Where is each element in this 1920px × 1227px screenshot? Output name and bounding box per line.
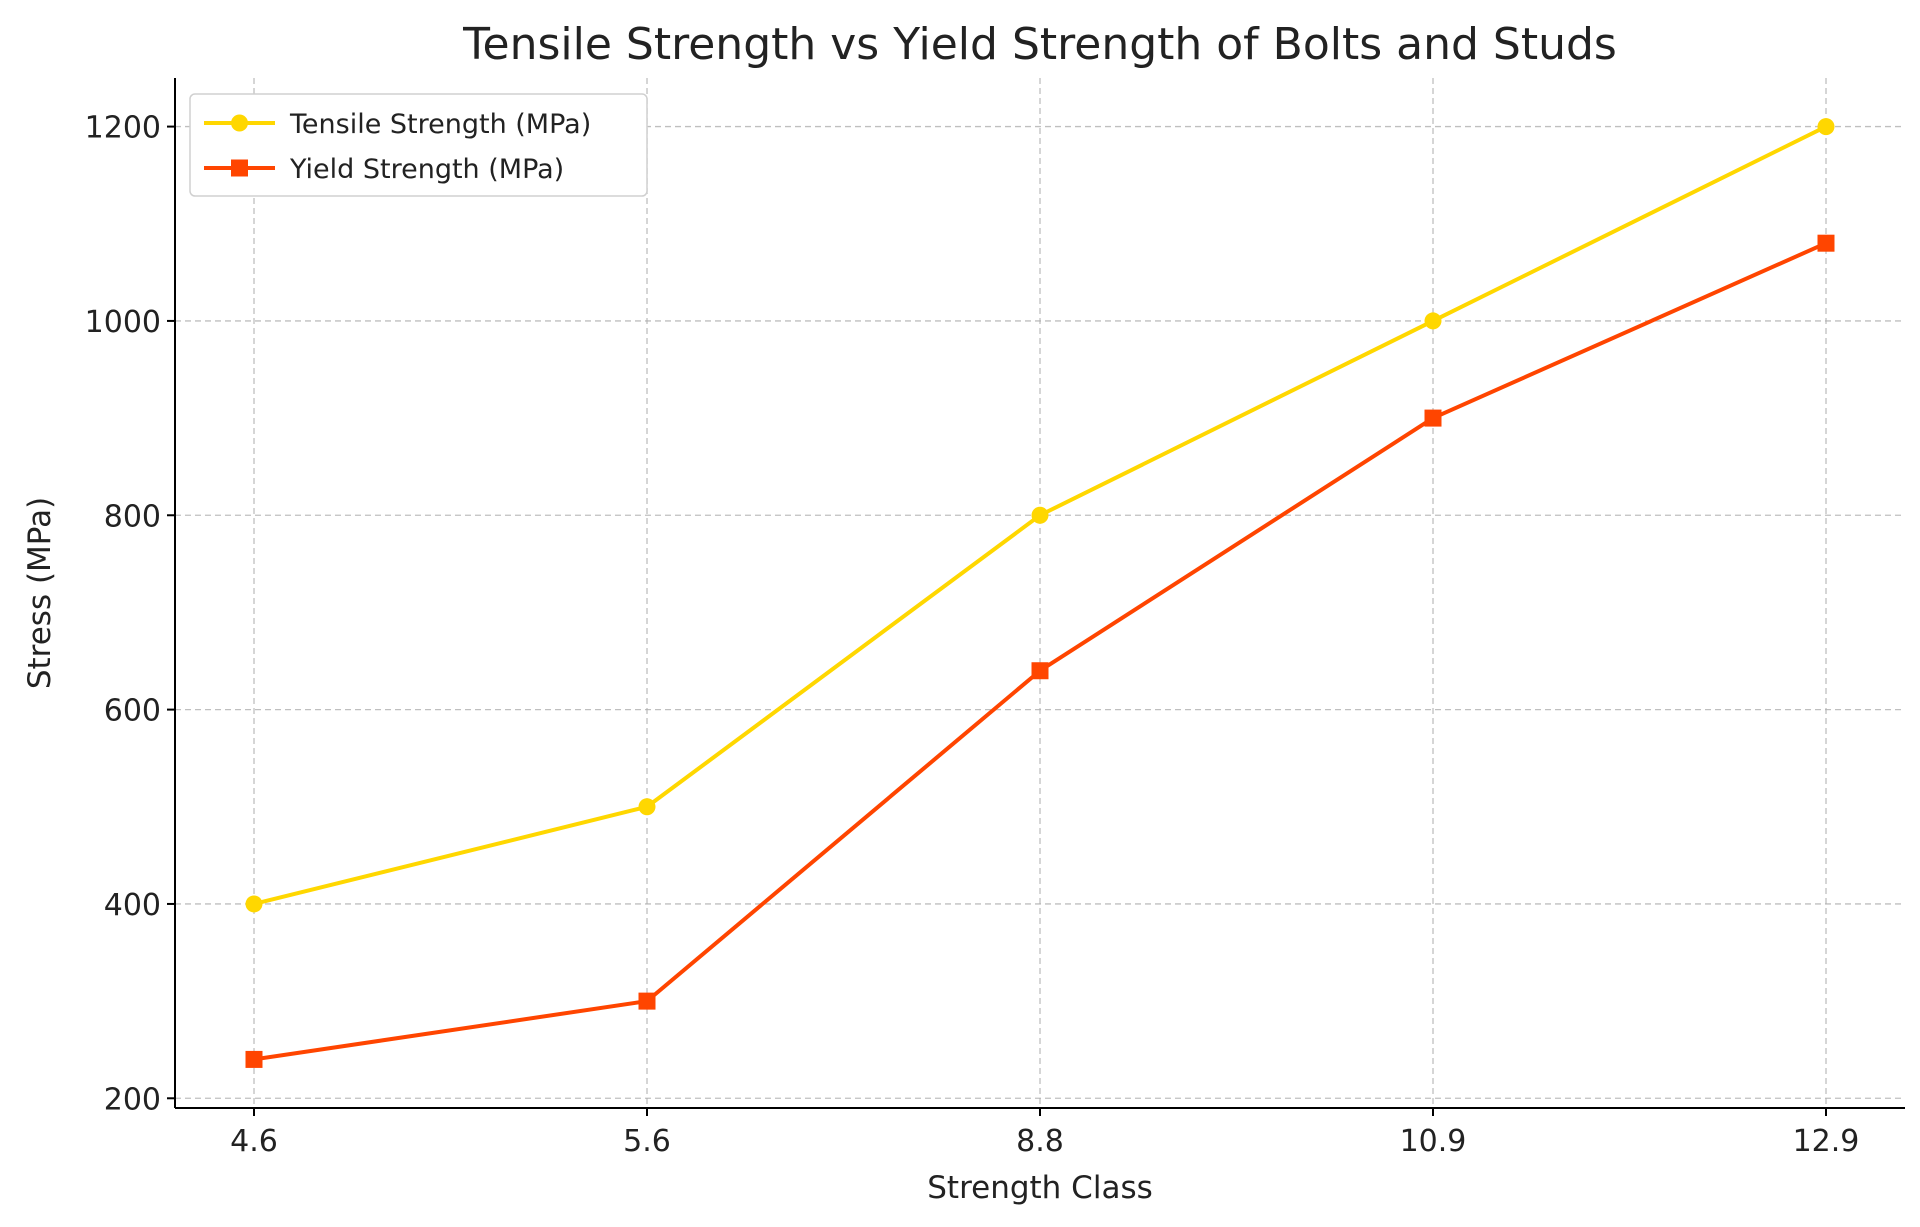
- data-point: [1031, 506, 1049, 524]
- data-point: [1817, 118, 1835, 136]
- legend: Tensile Strength (MPa) Yield Strength (MP…: [189, 93, 648, 197]
- x-tick-label: 4.6: [230, 1124, 278, 1159]
- data-point: [638, 992, 656, 1010]
- legend-box: [189, 93, 648, 197]
- y-tick-label: 200: [104, 1082, 161, 1117]
- y-tick-label: 400: [104, 888, 161, 923]
- x-axis-label: Strength Class: [927, 1170, 1153, 1206]
- x-tick-label: 10.9: [1400, 1124, 1467, 1159]
- y-axis-label: Stress (MPa): [22, 497, 58, 689]
- y-tick-label: 600: [104, 694, 161, 729]
- data-point: [1424, 312, 1442, 330]
- data-point: [1817, 234, 1835, 252]
- series: [245, 118, 1835, 1068]
- x-tick-label: 8.8: [1016, 1124, 1064, 1159]
- x-tick-label: 5.6: [623, 1124, 671, 1159]
- data-point: [638, 798, 656, 816]
- legend-label: Yield Strength (MPa): [289, 154, 564, 185]
- legend-marker: [231, 114, 248, 132]
- y-tick-label: 1200: [85, 111, 161, 146]
- chart-title: Tensile Strength vs Yield Strength of Bo…: [462, 19, 1617, 70]
- series-0: [245, 118, 1835, 913]
- grid: [175, 78, 1905, 1108]
- y-tick-label: 1000: [85, 305, 161, 340]
- ticks: 4.6 5.6 8.8 10.9 12.9 200 400 600 800 1000 1200: [85, 111, 1860, 1159]
- data-point: [245, 1050, 263, 1068]
- legend-label: Tensile Strength (MPa): [289, 109, 591, 140]
- legend-marker: [231, 159, 248, 177]
- series-1: [245, 234, 1835, 1068]
- data-point: [245, 895, 263, 913]
- data-point: [1424, 409, 1442, 427]
- x-tick-label: 12.9: [1793, 1124, 1860, 1159]
- data-point: [1031, 662, 1049, 680]
- y-tick-label: 800: [104, 499, 161, 534]
